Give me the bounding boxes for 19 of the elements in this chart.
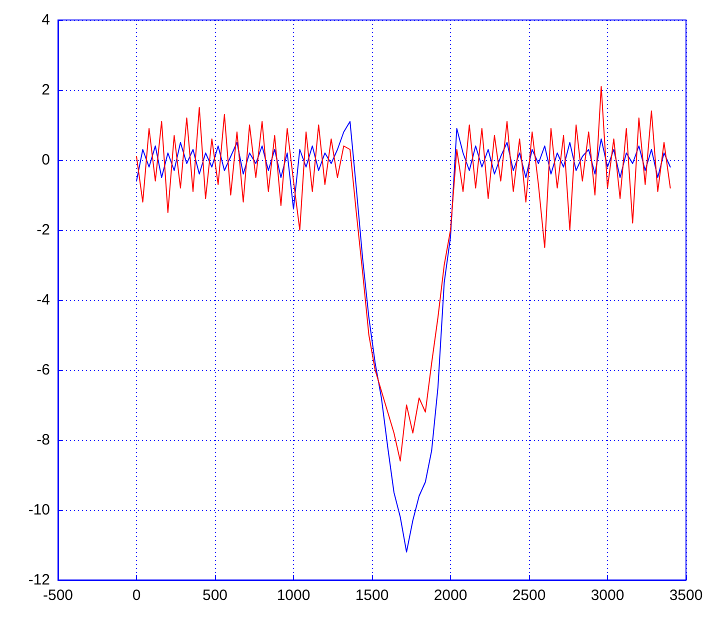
x-tick-label: 1500	[355, 587, 389, 604]
line-series	[136, 86, 671, 462]
y-tick-label: -8	[36, 432, 50, 448]
y-tick-label: 0	[42, 152, 50, 168]
x-tick-label: 2500	[512, 587, 546, 604]
y-tick-label: -2	[36, 222, 50, 238]
y-tick-label: -6	[36, 362, 50, 378]
x-tick-label: 3500	[669, 587, 703, 604]
y-tick-label: 2	[42, 82, 50, 98]
x-tick-label: 500	[202, 587, 228, 604]
y-tick-label: -12	[28, 572, 50, 588]
x-tick-label: -500	[42, 587, 74, 604]
y-tick-label: -10	[28, 502, 50, 518]
x-tick-label: 1000	[276, 587, 310, 604]
x-tick-label: 0	[132, 587, 141, 604]
y-tick-label: -4	[36, 292, 50, 308]
x-tick-label: 3000	[590, 587, 624, 604]
y-tick-label: 4	[42, 12, 50, 28]
x-tick-label: 2000	[434, 587, 468, 604]
